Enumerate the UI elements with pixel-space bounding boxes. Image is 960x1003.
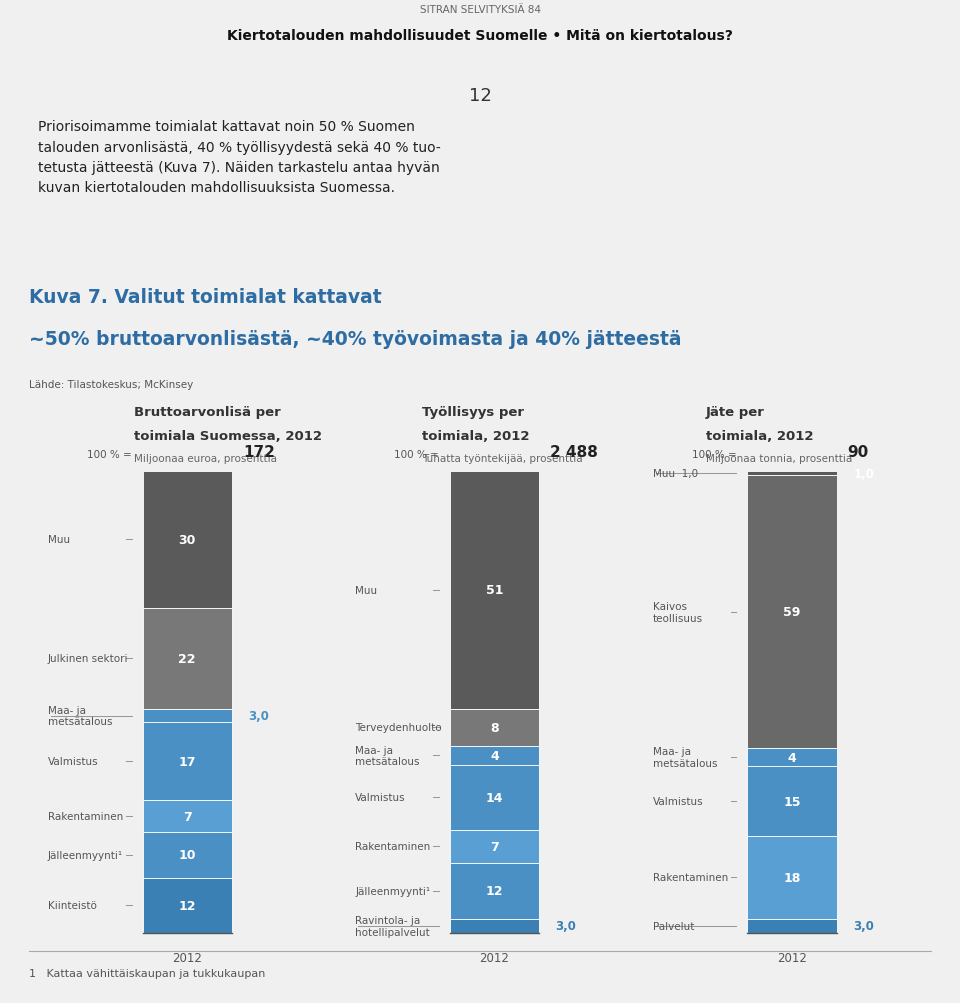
- Text: Bruttoarvonlisä per: Bruttoarvonlisä per: [134, 406, 281, 419]
- Text: Maa- ja
metsätalous: Maa- ja metsätalous: [355, 745, 420, 766]
- Text: 4: 4: [787, 751, 797, 764]
- FancyBboxPatch shape: [450, 765, 539, 830]
- FancyBboxPatch shape: [143, 471, 231, 609]
- FancyBboxPatch shape: [143, 709, 231, 722]
- Text: Priorisoimamme toimialat kattavat noin 50 % Suomen
talouden arvonlisästä, 40 % t: Priorisoimamme toimialat kattavat noin 5…: [38, 120, 442, 195]
- Text: Rakentaminen: Rakentaminen: [653, 873, 728, 883]
- Text: Kaivos
teollisuus: Kaivos teollisuus: [653, 602, 703, 623]
- Text: toimiala Suomessa, 2012: toimiala Suomessa, 2012: [134, 429, 323, 442]
- Text: Terveydenhuolto: Terveydenhuolto: [355, 723, 442, 733]
- Text: toimiala, 2012: toimiala, 2012: [422, 429, 530, 442]
- Text: Ravintola- ja
hotellipalvelut: Ravintola- ja hotellipalvelut: [355, 915, 430, 937]
- Text: 59: 59: [783, 606, 801, 619]
- Text: 8: 8: [491, 721, 498, 734]
- Text: 2012: 2012: [479, 951, 510, 964]
- Text: SITRAN SELVITYKSIÄ 84: SITRAN SELVITYKSIÄ 84: [420, 5, 540, 15]
- Text: Rakentaminen: Rakentaminen: [48, 811, 123, 821]
- FancyBboxPatch shape: [143, 609, 231, 709]
- Text: 17: 17: [179, 755, 196, 768]
- FancyBboxPatch shape: [450, 709, 539, 746]
- Text: 14: 14: [486, 791, 503, 804]
- Text: Valmistus: Valmistus: [48, 756, 99, 766]
- FancyBboxPatch shape: [450, 746, 539, 765]
- Text: Maa- ja
metsätalous: Maa- ja metsätalous: [48, 705, 112, 726]
- FancyBboxPatch shape: [748, 476, 836, 748]
- Text: 51: 51: [486, 584, 503, 597]
- Text: 12: 12: [486, 885, 503, 898]
- Text: Muu  1,0: Muu 1,0: [653, 468, 698, 478]
- Text: 90: 90: [848, 445, 869, 459]
- Text: 172: 172: [243, 445, 275, 459]
- Text: Muu: Muu: [355, 586, 377, 595]
- Text: toimiala, 2012: toimiala, 2012: [706, 429, 813, 442]
- Text: Kiertotalouden mahdollisuudet Suomelle • Mitä on kiertotalous?: Kiertotalouden mahdollisuudet Suomelle •…: [228, 29, 732, 43]
- Text: 15: 15: [783, 794, 801, 807]
- Text: 4: 4: [490, 749, 499, 762]
- FancyBboxPatch shape: [748, 766, 836, 835]
- Text: 30: 30: [179, 534, 196, 547]
- FancyBboxPatch shape: [143, 800, 231, 832]
- FancyBboxPatch shape: [450, 471, 539, 709]
- Text: Julkinen sektori: Julkinen sektori: [48, 654, 129, 664]
- FancyBboxPatch shape: [748, 835, 836, 919]
- Text: 100 % =: 100 % =: [691, 450, 736, 459]
- FancyBboxPatch shape: [450, 919, 539, 933]
- Text: 100 % =: 100 % =: [394, 450, 439, 459]
- Text: 3,0: 3,0: [853, 920, 875, 933]
- Text: Jäte per: Jäte per: [706, 406, 764, 419]
- Text: 2012: 2012: [172, 951, 203, 964]
- Text: Maa- ja
metsätalous: Maa- ja metsätalous: [653, 746, 717, 768]
- Text: 10: 10: [179, 849, 196, 862]
- Text: 1   Kattaa vähittäiskaupan ja tukkukaupan: 1 Kattaa vähittäiskaupan ja tukkukaupan: [29, 968, 265, 978]
- Text: Miljoonaa tonnia, prosenttia: Miljoonaa tonnia, prosenttia: [706, 454, 852, 464]
- Text: Valmistus: Valmistus: [355, 792, 406, 802]
- Text: 12: 12: [179, 899, 196, 912]
- Text: Tuhatta työntekijää, prosenttia: Tuhatta työntekijää, prosenttia: [422, 454, 583, 464]
- Text: 3,0: 3,0: [249, 709, 270, 722]
- Text: 2 488: 2 488: [550, 445, 598, 459]
- Text: ~50% bruttoarvonlisästä, ~40% työvoimasta ja 40% jätteestä: ~50% bruttoarvonlisästä, ~40% työvoimast…: [29, 329, 682, 348]
- Text: 3,0: 3,0: [556, 920, 577, 933]
- Text: Työllisyys per: Työllisyys per: [422, 406, 524, 419]
- Text: 7: 7: [182, 809, 192, 822]
- Text: Jälleenmyynti¹: Jälleenmyynti¹: [355, 886, 430, 896]
- FancyBboxPatch shape: [450, 830, 539, 863]
- FancyBboxPatch shape: [748, 471, 836, 476]
- Text: Miljoonaa euroa, prosenttia: Miljoonaa euroa, prosenttia: [134, 454, 277, 464]
- Text: Muu: Muu: [48, 535, 70, 545]
- Text: Kuva 7. Valitut toimialat kattavat: Kuva 7. Valitut toimialat kattavat: [29, 288, 381, 307]
- FancyBboxPatch shape: [143, 722, 231, 800]
- Text: Lähde: Tilastokeskus; McKinsey: Lähde: Tilastokeskus; McKinsey: [29, 380, 193, 390]
- FancyBboxPatch shape: [748, 748, 836, 766]
- Text: 1,0: 1,0: [853, 467, 875, 480]
- FancyBboxPatch shape: [143, 832, 231, 878]
- Text: 12: 12: [468, 87, 492, 105]
- Text: 100 % =: 100 % =: [86, 450, 132, 459]
- Text: Rakentaminen: Rakentaminen: [355, 842, 430, 852]
- Text: Palvelut: Palvelut: [653, 921, 694, 931]
- FancyBboxPatch shape: [450, 863, 539, 919]
- FancyBboxPatch shape: [143, 878, 231, 933]
- Text: Valmistus: Valmistus: [653, 796, 704, 806]
- Text: Jälleenmyynti¹: Jälleenmyynti¹: [48, 851, 123, 861]
- Text: 7: 7: [490, 841, 499, 854]
- Text: Kiinteistö: Kiinteistö: [48, 901, 97, 911]
- Text: 22: 22: [179, 652, 196, 665]
- FancyBboxPatch shape: [748, 919, 836, 933]
- Text: 18: 18: [783, 871, 801, 884]
- Text: 2012: 2012: [777, 951, 807, 964]
